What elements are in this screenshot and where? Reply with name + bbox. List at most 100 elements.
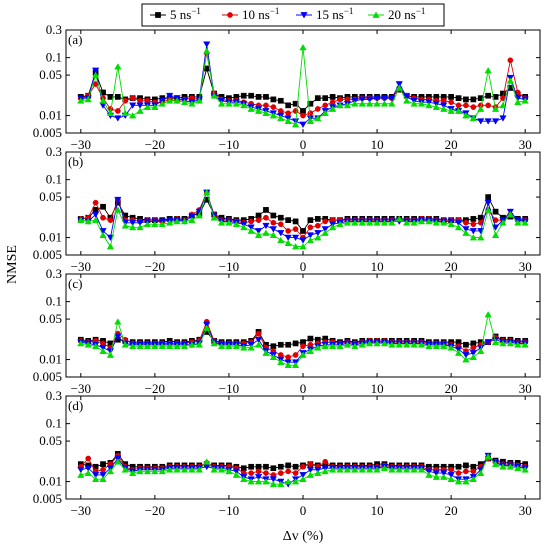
y-tick-label: 0.1	[46, 416, 62, 431]
data-point	[469, 228, 477, 235]
data-point	[263, 102, 269, 109]
data-point	[277, 463, 284, 470]
data-point	[506, 77, 515, 84]
data-point	[151, 103, 159, 110]
data-point	[299, 43, 307, 51]
data-point	[358, 341, 366, 348]
data-point	[85, 455, 92, 462]
data-point	[447, 107, 455, 114]
x-tick-label: 30	[519, 137, 532, 152]
legend-label-4: 20 ns−1	[388, 6, 425, 22]
data-point	[136, 223, 144, 231]
data-point	[455, 463, 462, 470]
data-point	[410, 100, 418, 107]
data-point	[203, 188, 211, 196]
y-tick-label: 0.005	[33, 491, 62, 506]
data-point	[307, 110, 314, 117]
y-tick-label: 0.005	[33, 369, 62, 384]
data-point	[425, 471, 433, 478]
data-point	[343, 466, 352, 473]
y-tick-label: 0.3	[46, 266, 62, 281]
panel-c: 0.005 0.01 0.05 0.1 0.3 −30 −20 −10 0 10 20 30 (c)	[33, 266, 541, 396]
data-point	[270, 343, 277, 350]
data-point	[477, 105, 485, 112]
data-point	[314, 216, 321, 222]
data-point	[322, 95, 329, 101]
data-point	[292, 340, 299, 347]
data-point	[247, 227, 255, 234]
x-tick-label: 0	[300, 503, 307, 518]
data-point	[463, 341, 469, 348]
data-point	[329, 94, 336, 100]
data-point	[432, 219, 440, 226]
data-point	[373, 219, 381, 226]
x-tick-label: −10	[219, 259, 239, 274]
data-point	[454, 349, 463, 356]
data-point	[454, 223, 463, 231]
data-point	[425, 342, 433, 350]
data-point	[254, 474, 263, 481]
x-tick-label: −30	[71, 137, 91, 152]
data-point	[491, 460, 500, 467]
data-point	[292, 226, 299, 232]
data-point	[388, 341, 396, 348]
x-tick-label: 30	[519, 503, 532, 518]
data-point	[240, 92, 247, 99]
y-tick-label: 0.05	[39, 67, 62, 82]
data-point	[285, 102, 292, 109]
data-point	[100, 214, 106, 221]
data-point	[373, 100, 381, 107]
data-point	[432, 342, 440, 350]
data-point	[100, 203, 106, 210]
data-point	[151, 467, 159, 475]
x-tick-label: 20	[445, 503, 458, 518]
data-point	[277, 236, 285, 244]
data-point	[277, 470, 284, 476]
data-point	[395, 466, 403, 473]
data-point	[366, 96, 374, 103]
data-point	[247, 478, 255, 485]
data-point	[248, 92, 255, 99]
data-point	[292, 218, 299, 225]
data-point	[277, 480, 285, 488]
data-point	[463, 219, 469, 226]
x-tick-label: −30	[71, 381, 91, 396]
data-point	[485, 92, 492, 99]
data-point	[77, 466, 85, 474]
x-axis-title: Δv (%)	[283, 529, 324, 544]
data-point	[263, 470, 269, 476]
data-point	[106, 243, 115, 250]
data-point	[195, 212, 203, 219]
data-point	[491, 224, 500, 231]
data-point	[314, 469, 322, 476]
data-point	[106, 351, 115, 358]
data-point	[373, 95, 381, 102]
data-point	[299, 472, 307, 479]
series-4	[77, 188, 529, 250]
data-point	[469, 234, 477, 241]
data-point	[380, 100, 389, 107]
x-tick-label: −10	[219, 503, 239, 518]
y-tick-label: 0.1	[46, 294, 62, 309]
data-point	[380, 95, 389, 102]
data-point	[225, 467, 233, 475]
data-point	[380, 464, 389, 472]
data-point	[366, 219, 374, 226]
data-point	[254, 231, 263, 239]
data-point	[114, 108, 121, 114]
data-point	[277, 221, 284, 228]
data-point	[306, 236, 315, 244]
data-point	[337, 96, 343, 103]
data-point	[358, 96, 366, 103]
data-point	[388, 100, 396, 107]
data-point	[217, 219, 226, 226]
data-point	[203, 324, 211, 331]
data-point	[410, 219, 418, 226]
data-point	[195, 97, 203, 104]
data-point	[129, 223, 137, 231]
data-point	[440, 473, 448, 480]
data-point	[210, 339, 218, 347]
data-point	[121, 341, 129, 348]
data-point	[470, 344, 477, 351]
